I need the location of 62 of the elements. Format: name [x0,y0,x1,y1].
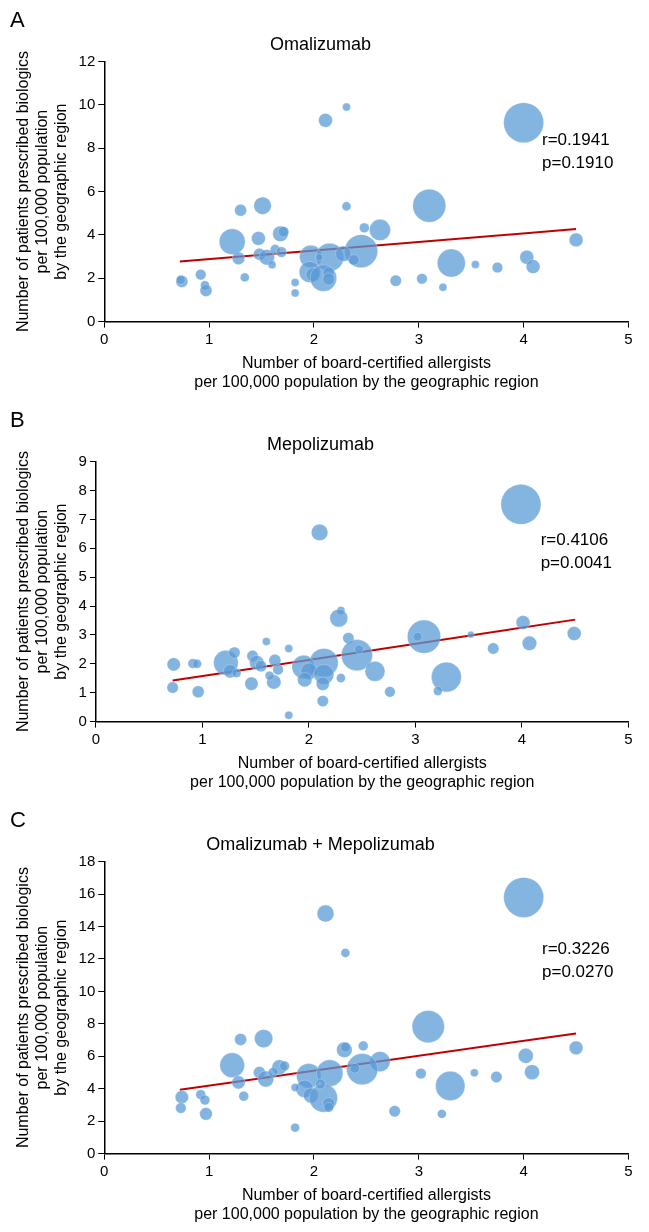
x-tick-label: 5 [624,329,633,347]
chart-title: Mepolizumab [266,433,375,454]
x-axis-title: Number of board-certified allergists per 100,000 population by the geographic region [194,353,539,390]
x-tick-label: 3 [414,1161,423,1179]
text: C [10,807,26,833]
y-tick-label: 3 [78,625,87,643]
y-tick-label: 2 [78,653,87,671]
chart-title: Omalizumab + Mepolizumab [206,833,435,854]
y-tick-label: 5 [78,567,87,585]
x-tick-label: 0 [100,1161,109,1179]
y-tick-label: 8 [86,138,96,156]
chart-title: Omalizumab [269,33,372,54]
y-tick-label: 6 [86,181,96,199]
text: B [10,407,25,433]
x-axis-title: Number of board-certified allergists per 100,000 population by the geographic region [190,753,535,790]
y-tick-label: 12 [78,51,96,69]
x-axis-title: Number of board-certified allergists per 100,000 population by the geographic region [194,1185,539,1222]
x-tick-label: 4 [517,729,527,747]
x-tick-label: 2 [309,329,319,347]
y-tick-label: 2 [86,1111,96,1129]
annotation: p=0.0041 [540,552,613,572]
x-tick-label: 4 [519,1161,528,1179]
y-axis-title: Number of patients prescribed biologics per 100,000 population by the geographic region [14,867,70,1149]
y-tick-label: 7 [78,509,87,527]
annotation: p=0.1910 [542,152,614,172]
y-tick-label: 10 [78,95,96,113]
y-tick-label: 4 [86,1078,96,1096]
x-tick-label: 5 [624,1161,633,1179]
y-tick-label: 9 [78,451,87,469]
y-tick-label: 4 [86,225,96,243]
y-tick-label: 0 [86,1143,96,1161]
x-tick-label: 1 [204,1161,214,1179]
x-tick-label: 2 [309,1161,319,1179]
y-tick-label: 18 [78,851,96,869]
y-tick-label: 1 [78,682,87,700]
y-tick-label: 14 [78,916,96,934]
x-tick-label: 3 [414,329,423,347]
y-tick-label: 12 [78,949,96,967]
text: A [10,7,25,33]
y-tick-label: 4 [78,596,87,614]
y-axis-title: Number of patients prescribed biologics per 100,000 population by the geographic region [14,51,70,333]
y-tick-label: 10 [78,981,96,999]
y-tick-label: 16 [78,884,96,902]
y-tick-label: 8 [86,1013,96,1031]
x-tick-label: 1 [198,729,207,747]
annotation: r=0.4106 [540,529,609,549]
annotation: r=0.3226 [542,938,610,958]
x-tick-label: 2 [304,729,314,747]
x-tick-label: 0 [100,329,109,347]
x-tick-label: 4 [519,329,528,347]
annotation: r=0.1941 [542,129,610,149]
y-tick-label: 6 [86,1046,96,1064]
x-tick-label: 3 [411,729,420,747]
x-tick-label: 5 [624,729,633,747]
y-tick-label: 8 [78,480,87,498]
y-tick-label: 0 [86,311,96,329]
y-tick-label: 6 [78,538,87,556]
y-axis-title: Number of patients prescribed biologics per 100,000 population by the geographic region [14,451,70,733]
y-tick-label: 0 [78,711,87,729]
x-tick-label: 1 [204,329,214,347]
annotation: p=0.0270 [542,961,614,981]
y-tick-label: 2 [86,268,96,286]
